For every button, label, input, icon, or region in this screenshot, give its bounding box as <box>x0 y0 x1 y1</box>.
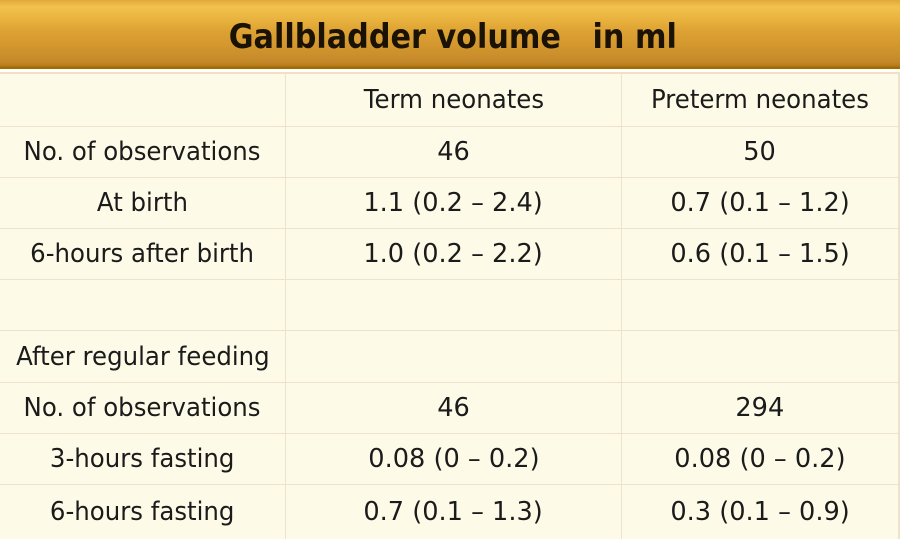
cell-text: No. of observations <box>24 137 261 167</box>
table-row <box>0 280 898 331</box>
term-neonates-value-cell: 1.1 (0.2 – 2.4) <box>285 178 621 229</box>
table-header-row: Term neonates Preterm neonates <box>0 74 898 127</box>
row-label-cell: 6-hours after birth <box>0 229 285 280</box>
term-neonates-value-cell: 1.0 (0.2 – 2.2) <box>285 229 621 280</box>
cell-text: 0.08 (0 – 0.2) <box>367 444 540 474</box>
cell-text: 6-hours after birth <box>30 239 255 269</box>
cell-text: 0.08 (0 – 0.2) <box>674 444 846 474</box>
row-label-cell: No. of observations <box>0 383 285 434</box>
preterm-neonates-value-cell: 0.7 (0.1 – 1.2) <box>621 178 898 229</box>
term-neonates-value-cell: 0.08 (0 – 0.2) <box>285 434 621 485</box>
corner-cell <box>0 74 285 127</box>
slide-title: Gallbladder volume in ml <box>228 17 677 57</box>
preterm-neonates-value-cell <box>621 331 898 383</box>
preterm-neonates-value-cell: 50 <box>621 127 898 178</box>
cell-text: 0.7 (0.1 – 1.3) <box>363 497 544 527</box>
row-label-cell: After regular feeding <box>0 331 285 383</box>
cell-text: 50 <box>743 137 777 167</box>
cell-text: 46 <box>437 393 470 423</box>
preterm-neonates-value-cell <box>621 280 898 331</box>
title-banner: Gallbladder volume in ml <box>0 0 900 69</box>
term-neonates-value-cell: 0.7 (0.1 – 1.3) <box>285 485 621 539</box>
table-row: 6-hours fasting 0.7 (0.1 – 1.3) 0.3 (0.1 –… <box>0 485 898 539</box>
table-head: Term neonates Preterm neonates <box>0 74 898 127</box>
row-label-cell <box>0 280 285 331</box>
cell-text: 6-hours fasting <box>50 497 235 527</box>
table-row: No. of observations 46 294 <box>0 383 898 434</box>
cell-text: 1.0 (0.2 – 2.2) <box>363 239 544 269</box>
cell-text: 1.1 (0.2 – 2.4) <box>363 188 544 218</box>
table-row: No. of observations 46 50 <box>0 127 898 178</box>
gallbladder-volume-table: Term neonates Preterm neonates No. of ob… <box>0 72 900 539</box>
column-header-preterm-neonates: Preterm neonates <box>621 74 898 127</box>
cell-text: After regular feeding <box>15 341 270 372</box>
cell-text: No. of observations <box>24 393 261 423</box>
table-row: At birth 1.1 (0.2 – 2.4) 0.7 (0.1 – 1.2) <box>0 178 898 229</box>
cell-text: 0.6 (0.1 – 1.5) <box>670 239 850 269</box>
preterm-neonates-value-cell: 294 <box>621 383 898 434</box>
preterm-neonates-value-cell: 0.6 (0.1 – 1.5) <box>621 229 898 280</box>
preterm-neonates-value-cell: 0.08 (0 – 0.2) <box>621 434 898 485</box>
term-neonates-value-cell: 46 <box>285 127 621 178</box>
table-row: After regular feeding <box>0 331 898 383</box>
row-label-cell: No. of observations <box>0 127 285 178</box>
term-neonates-value-cell <box>285 331 621 383</box>
table-row: 3-hours fasting 0.08 (0 – 0.2) 0.08 (0 – 0… <box>0 434 898 485</box>
cell-text: 3-hours fasting <box>50 444 235 474</box>
table-row: 6-hours after birth 1.0 (0.2 – 2.2) 0.6 (0… <box>0 229 898 280</box>
column-header-term-neonates: Term neonates <box>285 74 621 127</box>
cell-text: 294 <box>735 393 785 423</box>
banner-table-gap <box>0 69 900 72</box>
row-label-cell: 6-hours fasting <box>0 485 285 539</box>
row-label-cell: 3-hours fasting <box>0 434 285 485</box>
row-label-cell: At birth <box>0 178 285 229</box>
cell-text: 0.3 (0.1 – 0.9) <box>670 497 850 527</box>
cell-text: 46 <box>437 137 470 167</box>
preterm-neonates-value-cell: 0.3 (0.1 – 0.9) <box>621 485 898 539</box>
cell-text: At birth <box>96 188 189 218</box>
term-neonates-value-cell: 46 <box>285 383 621 434</box>
table-body: No. of observations 46 50 At birth 1.1 (0.2 … <box>0 127 898 539</box>
term-neonates-value-cell <box>285 280 621 331</box>
cell-text: 0.7 (0.1 – 1.2) <box>670 188 850 218</box>
